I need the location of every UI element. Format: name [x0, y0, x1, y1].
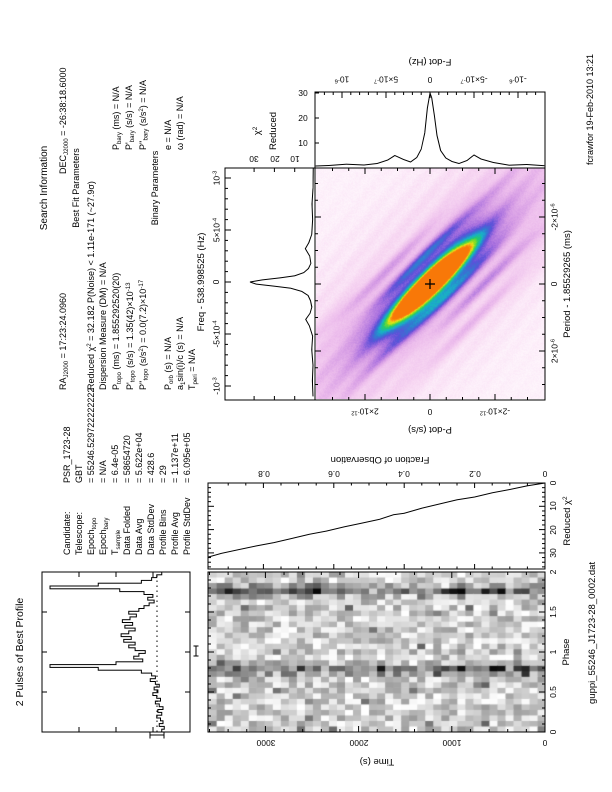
- fdot-tick: -10-6: [509, 74, 527, 85]
- eccentricity: e = N/A: [163, 119, 173, 150]
- period-tick: 0: [549, 281, 559, 287]
- pdot-tick: 0: [427, 407, 433, 417]
- reduced-chi2-line: Reduced χ2 = 32.182 P(Noise) < 1.11e-171…: [85, 181, 96, 390]
- epoch-topo-value: = 55246.529722222222: [86, 387, 96, 483]
- corner-chi2-label: χ2: [251, 126, 263, 136]
- candidate-label: Candidate:: [62, 511, 72, 555]
- phase-tick: 1.5: [548, 606, 558, 618]
- search-info-title: Search Information: [39, 145, 50, 231]
- pdot-tick: -2×10-12: [479, 406, 511, 417]
- data-stddev-label: Data StdDev: [146, 503, 156, 555]
- fdot-tick: -5×10-7: [460, 74, 488, 85]
- chi2time-tick: 10: [548, 501, 558, 511]
- data-avg-label: Data Avg: [134, 518, 144, 555]
- t-peri: Tperi = N/A: [187, 349, 199, 390]
- profile-panel-title: 2 Pulses of Best Profile: [14, 597, 26, 707]
- period-axis-label: Period - 1.85529265 (ms): [562, 230, 573, 338]
- fraction-tick: 0.8: [258, 469, 270, 479]
- chi2time-tick: 20: [548, 525, 558, 535]
- p-bary: Pbary (ms) = N/A: [111, 86, 123, 150]
- period-pdot-colormap-heatmap: [316, 168, 545, 399]
- freq-chi2-tick: 30: [249, 154, 259, 164]
- phase-tick: 2: [548, 569, 558, 575]
- chi2time-axis-label: Reduced χ2: [561, 496, 573, 546]
- p-topo: Ptopo (ms) = 1.855292520(20): [111, 272, 123, 390]
- pdot-bary: P'bary (s/s) = N/A: [124, 85, 136, 150]
- dec-value: DECJ2000 = -26:38:18.6000: [58, 67, 70, 174]
- fdot-chi2-tick: 20: [298, 113, 308, 123]
- time-tick: 3000: [256, 738, 276, 748]
- data-folded-label: Data Folded: [122, 505, 132, 555]
- profile-avg-value: = 1.137e+11: [170, 433, 180, 483]
- fraction-tick: 0.4: [398, 469, 410, 479]
- fraction-tick: 0.2: [469, 469, 481, 479]
- phase-tick: 1: [548, 649, 558, 655]
- time-tick: 1000: [442, 738, 462, 748]
- data-avg-value: = 5.622e+04: [134, 432, 144, 483]
- chi2time-tick: 30: [548, 548, 558, 558]
- freq-tick: 5×10-4: [211, 217, 222, 243]
- phase-time-grayscale-heatmap: [208, 572, 545, 732]
- phase-tick: 0: [548, 729, 558, 735]
- data-filename: guppi_55246_J1723-28_0002.dat: [587, 561, 598, 704]
- freq-tick: 0: [211, 279, 221, 285]
- freq-chi2-tick: 10: [290, 154, 300, 164]
- time-tick: 2000: [349, 738, 369, 748]
- profile-avg-label: Profile Avg: [170, 512, 180, 555]
- fraction-tick: 0.6: [328, 469, 340, 479]
- period-tick: 2×10-6: [549, 338, 560, 364]
- time-axis-label: Time (s): [359, 756, 395, 767]
- freq-axis-label: Freq - 538.998525 (Hz): [196, 232, 207, 332]
- pdot-tick: 2×10-12: [351, 406, 379, 417]
- candidate-value: PSR_1723-28: [62, 426, 72, 483]
- plot-signature-timestamp: fcrawfor 19-Feb-2010 13:21: [585, 53, 595, 165]
- binary-params-title: Binary Parameters: [150, 150, 160, 226]
- phase-tick: 0.5: [548, 686, 558, 698]
- fraction-tick: 0: [542, 469, 548, 479]
- fdot-chi2-tick: 10: [298, 138, 308, 148]
- ra-value: RAJ2000 = 17:23:24.0960: [58, 293, 70, 390]
- profile-bins-label: Profile Bins: [158, 509, 168, 555]
- profile-stddev-value: = 6.095e+05: [182, 432, 192, 483]
- phase-axis-label: Phase: [561, 638, 572, 666]
- fdot-tick: 0: [427, 75, 433, 85]
- pdot-axis-label: P-dot (s/s): [408, 424, 452, 435]
- best-fit-title: Best Fit Parameters: [71, 148, 81, 228]
- fdot-chi2-tick: 30: [298, 88, 308, 98]
- fdot-tick: 5×10-7: [373, 74, 399, 85]
- profile-stddev-label: Profile StdDev: [182, 497, 192, 555]
- freq-tick: -10-3: [211, 377, 222, 395]
- corner-reduced-label: Reduced: [268, 111, 279, 151]
- omega-rad: ω (rad) = N/A: [175, 96, 185, 150]
- data-folded-value: = 58654720: [122, 435, 132, 483]
- profile-bins-value: = 29: [158, 465, 168, 483]
- data-stddev-value: = 428.6: [146, 452, 156, 483]
- pddot-topo: P''topo (s/s2) = 0.0(7.2)×10-17: [137, 279, 150, 390]
- freq-tick: 10-3: [211, 170, 222, 186]
- telescope-value: GBT: [74, 464, 84, 483]
- tsample-value: = 6.4e-05: [110, 444, 120, 483]
- fdot-axis-label: F-dot (Hz): [408, 56, 452, 67]
- telescope-label: Telescope:: [74, 511, 84, 555]
- period-tick: -2×10-6: [549, 203, 560, 231]
- freq-chi2-tick: 20: [270, 154, 280, 164]
- time-tick: 0: [542, 738, 548, 748]
- fdot-tick: 10-6: [334, 74, 350, 85]
- epoch-bary-value: = N/A: [98, 460, 108, 483]
- dm-line: Dispersion Measure (DM) = N/A: [98, 262, 108, 390]
- chi2time-tick: 0: [548, 480, 558, 486]
- freq-tick: -5×10-4: [211, 320, 222, 348]
- pddot-bary: P''bary (s/s2) = N/A: [137, 79, 150, 150]
- fraction-axis-label: Fraction of Observation: [330, 454, 430, 465]
